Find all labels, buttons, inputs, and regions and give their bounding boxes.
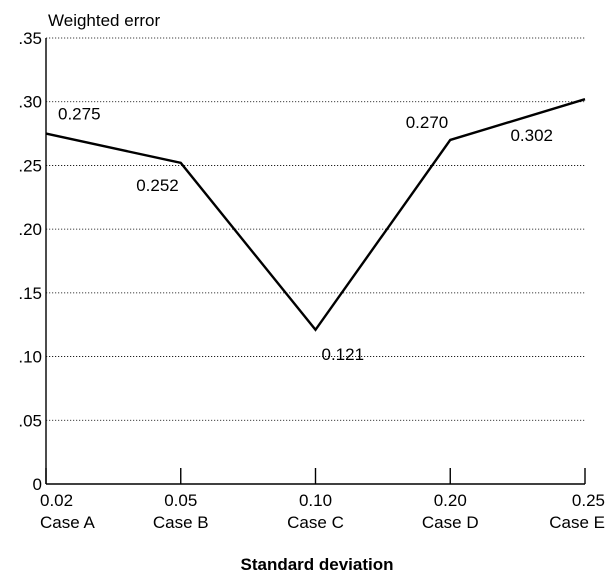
x-tick-case-label: Case D [422, 513, 479, 532]
series-line [45, 98, 586, 332]
grid-layer [46, 37, 585, 421]
y-tick-label: .15 [18, 284, 42, 303]
y-tick-label: .35 [18, 29, 42, 48]
series-layer [45, 98, 586, 332]
y-tick-label: 0 [33, 475, 42, 494]
x-tick-label: 0.25 [572, 491, 605, 510]
x-tick-case-label: Case E [549, 513, 605, 532]
y-tick-label: .25 [18, 156, 42, 175]
axis-layer [45, 38, 586, 485]
data-label: 0.270 [406, 113, 449, 132]
data-label: 0.275 [58, 105, 101, 124]
x-tick-label: 0.02 [40, 491, 73, 510]
x-tick-label: 0.05 [164, 491, 197, 510]
x-tick-case-label: Case C [287, 513, 344, 532]
data-label: 0.121 [322, 345, 365, 364]
data-label: 0.252 [136, 176, 179, 195]
x-tick-label: 0.10 [299, 491, 332, 510]
y-tick-label: .05 [18, 411, 42, 430]
data-label: 0.302 [510, 126, 553, 145]
y-tick-label: .30 [18, 93, 42, 112]
x-tick-label: 0.20 [434, 491, 467, 510]
x-axis-title: Standard deviation [240, 555, 393, 574]
y-axis-title: Weighted error [48, 11, 160, 30]
x-tick-case-label: Case B [153, 513, 209, 532]
x-tick-case-label: Case A [40, 513, 95, 532]
y-tick-label: .20 [18, 220, 42, 239]
y-tick-label: .10 [18, 348, 42, 367]
